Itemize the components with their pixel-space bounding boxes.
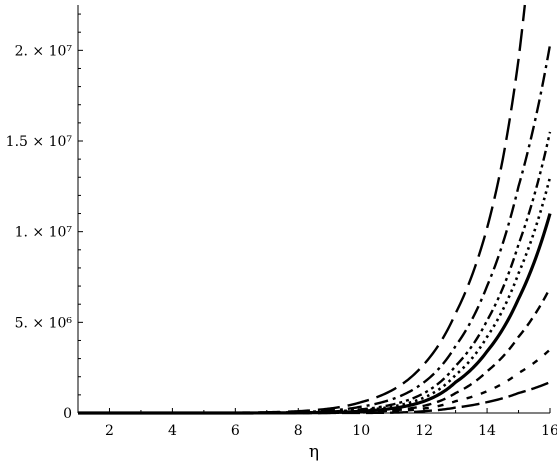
x-tick-label: 6: [231, 423, 240, 439]
y-tick-label: 1.5 × 10⁷: [6, 134, 73, 150]
series-line-3: [78, 131, 552, 415]
y-tick-label: 2. × 10⁷: [15, 43, 73, 59]
series-line-2: [78, 44, 552, 415]
x-axis-title: η: [309, 442, 319, 462]
x-tick-label: 10: [352, 423, 370, 439]
series-line-8: [78, 381, 551, 415]
y-tick-label: 1. × 10⁷: [15, 225, 73, 241]
x-tick-label: 8: [294, 423, 303, 439]
series-layer: [78, 4, 552, 415]
series-line-5: [78, 213, 552, 415]
x-tick-label: 12: [415, 423, 433, 439]
y-ticks: 0 5. × 10⁶ 1. × 10⁷ 1.5 × 10⁷ 2. × 10⁷: [6, 13, 83, 422]
x-ticks: 2 4 6 8 10 12 14 16: [77, 408, 557, 439]
y-tick-label: 0: [63, 406, 72, 422]
x-tick-label: 2: [105, 423, 114, 439]
x-tick-label: 4: [168, 423, 177, 439]
x-tick-label: 14: [478, 423, 496, 439]
x-tick-label: 16: [541, 423, 557, 439]
series-line-1: [78, 4, 527, 415]
y-tick-label: 5. × 10⁶: [15, 315, 73, 331]
